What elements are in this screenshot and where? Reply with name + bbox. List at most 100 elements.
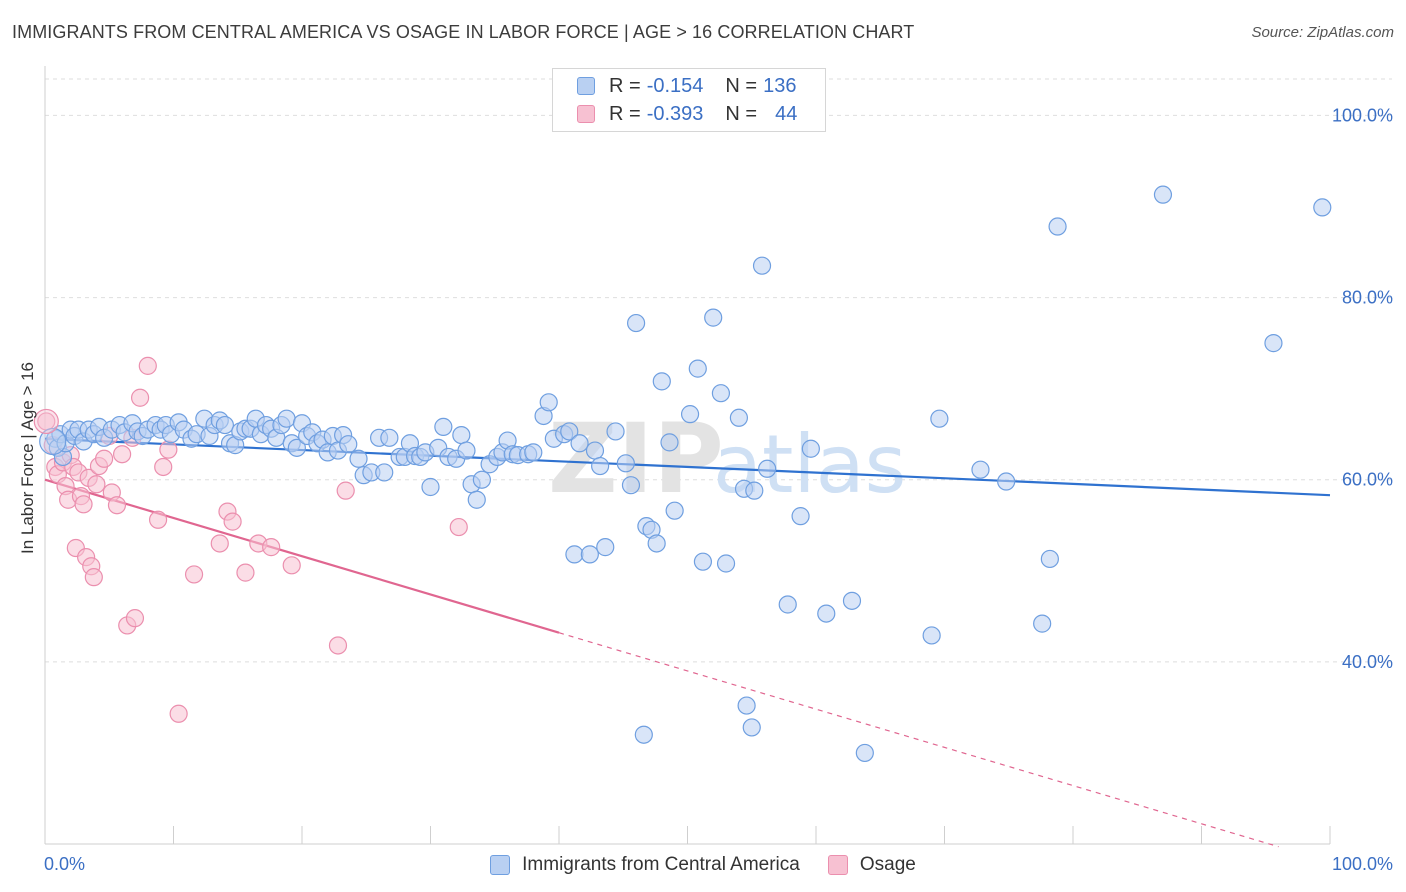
blue-point [688,359,707,378]
chart-source: Source: ZipAtlas.com [1251,24,1394,41]
blue-point [349,449,368,468]
pink-point [236,563,255,582]
blue-point [1048,217,1067,236]
blue-point [997,472,1016,491]
blue-point [665,501,684,520]
blue-point [421,477,440,497]
blue-point [752,256,772,275]
blue-point [634,725,653,744]
blue-point [971,460,990,479]
blue-point [817,604,836,623]
blue-point [704,308,723,327]
blue-point [742,718,761,737]
trend-lines [44,437,1331,848]
blue-point [737,696,756,715]
pink-point [210,534,229,553]
pink-point [87,475,106,494]
legend-row-pink: R = -0.393 N = 44 [553,99,797,129]
blue-point [1264,334,1283,353]
pink-point [449,517,468,537]
pink-point [138,356,157,375]
pink-point [125,609,145,628]
blue-point [596,538,615,557]
blue-point [716,554,736,573]
blue-point [434,417,453,436]
x-tick-label: 0.0% [44,854,85,874]
trend-line-pink [44,478,560,634]
blue-point [647,534,666,553]
blue-point [277,409,296,428]
blue-point [287,438,306,457]
legend-n-label: N = [725,74,758,97]
blue-point [215,415,234,435]
blue-point [380,428,399,447]
tick-labels: 40.0% 60.0% 80.0% 100.0% 0.0% 100.0% [44,105,1393,874]
blue-point [339,435,358,454]
y-tick-label: 100.0% [1332,105,1393,125]
blue-point [560,422,579,441]
blue-point [801,439,820,458]
blue-point [570,434,589,453]
pink-point [328,636,348,655]
legend-swatch-blue [577,77,595,95]
pink-point [282,556,301,575]
blue-point [452,425,471,445]
blue-point [616,454,635,473]
y-tick-label: 60.0% [1342,470,1393,490]
series-legend-item-central-america: Immigrants from Central America [490,854,800,876]
legend-swatch-pink [577,105,595,123]
blue-point [539,393,558,412]
blue-point [565,545,584,564]
blue-point [842,591,862,610]
pink-point [107,496,127,515]
blue-point [580,545,599,564]
legend-r-label: R = [609,102,641,125]
legend-r-value: -0.154 [646,74,704,97]
series-legend-item-osage: Osage [827,854,916,876]
x-tick-label: 100.0% [1332,854,1393,874]
chart-title: IMMIGRANTS FROM CENTRAL AMERICA VS OSAGE… [12,22,915,42]
pink-point [169,704,188,723]
blue-point [660,433,679,452]
pink-point [148,510,168,529]
pink-point [112,445,132,464]
pink-point [33,408,59,435]
stats-legend: R = -0.154 N = 136 R = -0.393 N = 44 [552,68,826,132]
series-name-central-america: Immigrants from Central America [522,854,800,875]
blue-point [693,552,713,571]
series-swatch-pink [827,855,848,875]
series-swatch-blue [490,855,511,875]
blue-point [606,422,625,441]
blue-point [591,456,610,476]
watermark-zip: ZIP [548,403,724,515]
data-points [33,185,1332,763]
legend-r-value: -0.393 [646,102,704,125]
blue-point [457,441,476,460]
watermark: ZIP atlas [548,403,906,515]
pink-point [130,388,150,407]
pink-point [223,512,242,531]
pink-point [95,449,114,468]
y-axis-label: In Labor Force | Age > 16 [18,361,37,555]
blue-point [758,459,777,478]
pink-point [154,457,173,477]
blue-point [729,408,749,427]
y-tick-label: 80.0% [1342,288,1393,308]
legend-n-label: N = [725,102,758,125]
pink-point [74,495,93,514]
legend-n-value: 44 [775,102,798,125]
pink-point [84,568,103,587]
blue-point [745,481,764,500]
blue-point [1040,549,1059,569]
blue-point [1313,198,1332,217]
legend-r-label: R = [609,74,641,97]
blue-point [1033,614,1052,633]
blue-point [855,743,874,763]
legend-n-value: 136 [763,74,797,97]
blue-point [930,409,949,428]
blue-point [626,313,646,333]
legend-row-blue: R = -0.154 N = 136 [553,71,796,101]
blue-point [680,405,700,424]
blue-point [375,463,394,482]
